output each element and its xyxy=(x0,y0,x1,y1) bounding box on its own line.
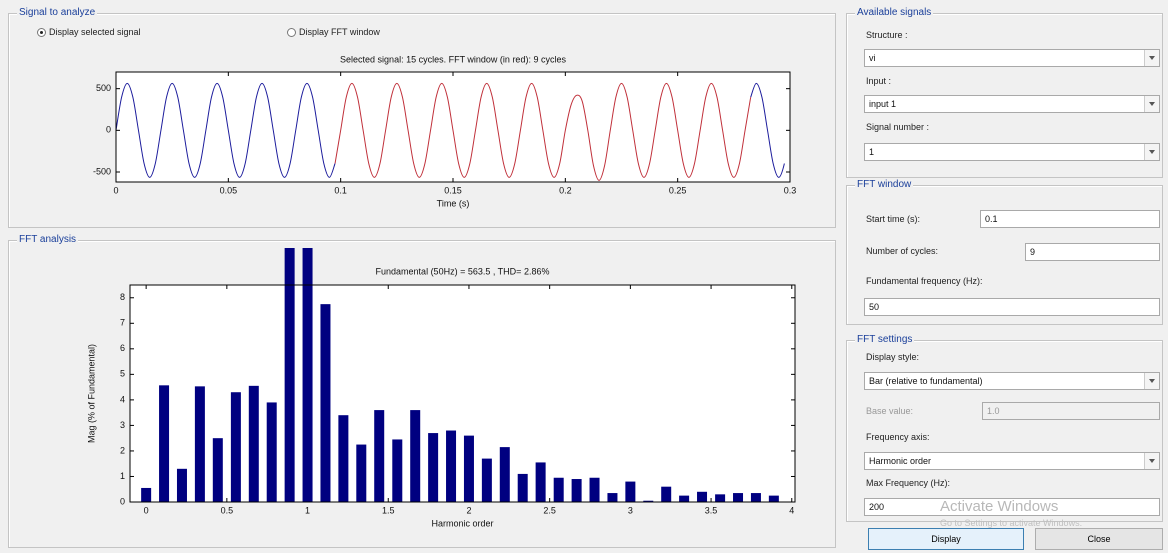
panel-title: FFT window xyxy=(855,179,914,190)
dropdown[interactable]: Harmonic order xyxy=(864,452,1160,470)
dropdown[interactable]: Bar (relative to fundamental) xyxy=(864,372,1160,390)
window-panel: FFT window xyxy=(846,179,1163,325)
available-panel: Available signals xyxy=(846,7,1163,178)
field-label: Base value: xyxy=(866,406,914,416)
dropdown-arrow[interactable] xyxy=(1144,50,1159,66)
panel-title: Signal to analyze xyxy=(17,7,98,18)
field-label: Fundamental frequency (Hz): xyxy=(866,276,983,286)
text-input[interactable]: 0.1 xyxy=(980,210,1160,228)
dropdown[interactable]: vi xyxy=(864,49,1160,67)
field-label: Structure : xyxy=(866,30,908,40)
radio-button[interactable] xyxy=(287,28,296,37)
fft-panel: FFT analysis xyxy=(8,234,836,548)
button[interactable]: Display xyxy=(868,528,1024,550)
field-label: Frequency axis: xyxy=(866,432,930,442)
text-input[interactable]: 50 xyxy=(864,298,1160,316)
watermark-title: Activate Windows xyxy=(940,498,1059,515)
field-label: Signal number : xyxy=(866,122,930,132)
field-label: Input : xyxy=(866,76,892,86)
signal-panel: Signal to analyze xyxy=(8,7,836,228)
field-label: Number of cycles: xyxy=(866,246,939,256)
button[interactable]: Close xyxy=(1035,528,1163,550)
radio-button[interactable] xyxy=(37,28,46,37)
field-label: Max Frequency (Hz): xyxy=(866,478,951,488)
text-input: 1.0 xyxy=(982,402,1160,420)
dropdown-arrow[interactable] xyxy=(1144,96,1159,112)
dropdown-arrow[interactable] xyxy=(1144,453,1159,469)
panel-title: FFT settings xyxy=(855,334,915,345)
dropdown-arrow[interactable] xyxy=(1144,144,1159,160)
field-label: Start time (s): xyxy=(866,214,921,224)
radio-label[interactable]: Display FFT window xyxy=(299,27,380,37)
field-label: Display style: xyxy=(866,352,920,362)
watermark-text: Go to Settings to activate Windows. xyxy=(940,518,1083,528)
panel-title: FFT analysis xyxy=(17,234,79,245)
settings-panel: FFT settings xyxy=(846,334,1163,522)
dropdown-arrow[interactable] xyxy=(1144,373,1159,389)
dropdown[interactable]: 1 xyxy=(864,143,1160,161)
dropdown[interactable]: input 1 xyxy=(864,95,1160,113)
text-input[interactable]: 9 xyxy=(1025,243,1160,261)
radio-label[interactable]: Display selected signal xyxy=(49,27,141,37)
panel-title: Available signals xyxy=(855,7,934,18)
text-input[interactable]: 200 xyxy=(864,498,1160,516)
